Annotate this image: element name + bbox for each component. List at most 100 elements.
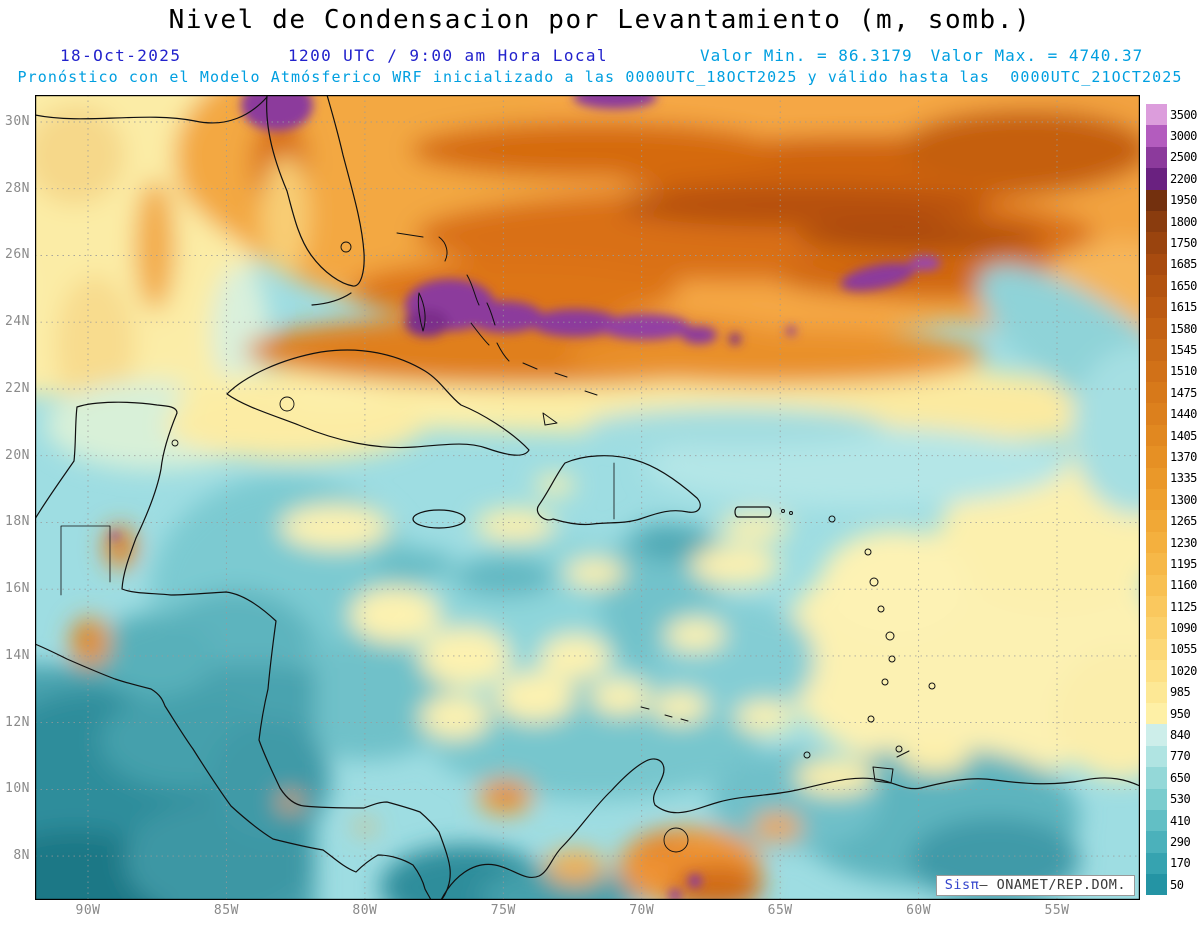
- colorbar-swatch: [1146, 125, 1167, 147]
- value-min: Valor Min. = 86.3179: [700, 46, 913, 65]
- colorbar-swatch: [1146, 189, 1167, 211]
- coastline-bahamas: [396, 232, 598, 426]
- colorbar-entry-1950: 1950: [1146, 189, 1197, 211]
- coastline-layer: [35, 95, 1140, 900]
- colorbar-label: 170: [1170, 856, 1191, 871]
- lat-tick-14N: 14N: [5, 647, 30, 663]
- colorbar-swatch: [1146, 831, 1167, 853]
- colorbar-swatch: [1146, 253, 1167, 276]
- coastline-puerto-rico: [734, 506, 772, 518]
- border-belize-guatemala: [60, 525, 111, 596]
- colorbar-label: 2500: [1170, 150, 1197, 165]
- colorbar-swatch: [1146, 317, 1167, 340]
- colorbar-label: 1090: [1170, 621, 1197, 636]
- lat-tick-10N: 10N: [5, 781, 30, 797]
- colorbar-entry-1160: 1160: [1146, 574, 1197, 596]
- page-title: Nivel de Condensacion por Levantamiento …: [168, 5, 1032, 35]
- model-info-line: Pronóstico con el Modelo Atmósferico WRF…: [17, 68, 1183, 86]
- colorbar-entry-1510: 1510: [1146, 360, 1197, 383]
- colorbar-entry-1265: 1265: [1146, 510, 1197, 532]
- colorbar-swatch: [1146, 104, 1167, 126]
- watermark: Sisπ– ONAMET/REP.DOM.: [935, 875, 1135, 896]
- colorbar-swatch: [1146, 702, 1167, 725]
- colorbar-label: 840: [1170, 728, 1191, 743]
- colorbar-label: 1440: [1170, 407, 1197, 422]
- colorbar-swatch: [1146, 553, 1167, 575]
- coastline-central-america-pacific: [35, 643, 432, 900]
- colorbar-swatch: [1146, 403, 1167, 425]
- colorbar-swatch: [1146, 660, 1167, 682]
- colorbar-swatch: [1146, 296, 1167, 318]
- lat-tick-24N: 24N: [5, 314, 30, 330]
- lat-tick-8N: 8N: [13, 848, 30, 864]
- coastline-central-america-caribbean: [35, 401, 451, 900]
- lat-tick-16N: 16N: [5, 581, 30, 597]
- map-border-frame: [35, 95, 1140, 900]
- lon-tick-80W: 80W: [352, 903, 378, 918]
- colorbar-swatch: [1146, 852, 1167, 875]
- colorbar-swatch: [1146, 574, 1167, 596]
- colorbar-entry-1230: 1230: [1146, 531, 1197, 554]
- colorbar-label: 1580: [1170, 321, 1197, 336]
- coastline-hispaniola: [536, 455, 701, 526]
- colorbar-swatch: [1146, 146, 1167, 169]
- colorbar-entry-985: 985: [1146, 681, 1197, 703]
- map-graphic: [35, 95, 1140, 900]
- colorbar-swatch: [1146, 424, 1167, 447]
- colorbar-label: 1230: [1170, 535, 1197, 550]
- colorbar-label: 1685: [1170, 257, 1197, 272]
- lat-tick-12N: 12N: [5, 714, 30, 730]
- colorbar-entry-1685: 1685: [1146, 253, 1197, 276]
- colorbar-label: 1615: [1170, 300, 1197, 315]
- colorbar-entry-2200: 2200: [1146, 168, 1197, 190]
- colorbar-entry-1650: 1650: [1146, 275, 1197, 297]
- colorbar-swatch: [1146, 382, 1167, 404]
- colorbar-swatch: [1146, 339, 1167, 361]
- lon-tick-75W: 75W: [490, 903, 516, 918]
- colorbar-label: 1160: [1170, 578, 1197, 593]
- colorbar-label: 1750: [1170, 236, 1197, 251]
- colorbar-label: 410: [1170, 813, 1191, 828]
- colorbar-swatch: [1146, 467, 1167, 490]
- lon-tick-90W: 90W: [75, 903, 101, 918]
- colorbar-label: 1650: [1170, 278, 1197, 293]
- colorbar-swatch: [1146, 510, 1167, 532]
- colorbar-label: 1055: [1170, 642, 1197, 657]
- colorbar-swatch: [1146, 275, 1167, 297]
- colorbar-label: 1020: [1170, 663, 1197, 678]
- colorbar-swatch: [1146, 724, 1167, 746]
- colorbar-label: 530: [1170, 792, 1191, 807]
- colorbar-entry-1440: 1440: [1146, 403, 1197, 425]
- colorbar-entry-50: 50: [1146, 874, 1197, 896]
- lat-tick-22N: 22N: [5, 380, 30, 396]
- colorbar-label: 770: [1170, 749, 1191, 764]
- coastline-jamaica: [412, 509, 466, 529]
- forecast-valid-time: 1200 UTC / 9:00 am Hora Local: [288, 46, 608, 65]
- colorbar-label: 1510: [1170, 364, 1197, 379]
- lat-tick-26N: 26N: [5, 247, 30, 263]
- colorbar-label: 1195: [1170, 556, 1197, 571]
- colorbar-entry-1020: 1020: [1146, 660, 1197, 682]
- colorbar-entry-1195: 1195: [1146, 553, 1197, 575]
- colorbar-label: 2200: [1170, 171, 1197, 186]
- colorbar-label: 985: [1170, 685, 1191, 700]
- lon-tick-70W: 70W: [629, 903, 655, 918]
- colorbar-swatch: [1146, 446, 1167, 468]
- colorbar-entry-1405: 1405: [1146, 424, 1197, 447]
- colorbar-label: 650: [1170, 770, 1191, 785]
- colorbar-swatch: [1146, 638, 1167, 661]
- watermark-brand: Sisπ: [944, 877, 980, 893]
- colorbar-entry-770: 770: [1146, 745, 1197, 768]
- colorbar-entry-1475: 1475: [1146, 382, 1197, 404]
- colorbar-entry-1125: 1125: [1146, 595, 1197, 618]
- colorbar-entry-1545: 1545: [1146, 339, 1197, 361]
- colorbar-swatch: [1146, 745, 1167, 768]
- isla-juventud: [279, 396, 295, 412]
- colorbar-entry-1580: 1580: [1146, 317, 1197, 340]
- colorbar-label: 1800: [1170, 214, 1197, 229]
- colorbar-entry-1090: 1090: [1146, 617, 1197, 639]
- colorbar-swatch: [1146, 617, 1167, 639]
- colorbar-label: 1475: [1170, 385, 1197, 400]
- coastline-florida-keys: [311, 292, 352, 306]
- lat-tick-28N: 28N: [5, 180, 30, 196]
